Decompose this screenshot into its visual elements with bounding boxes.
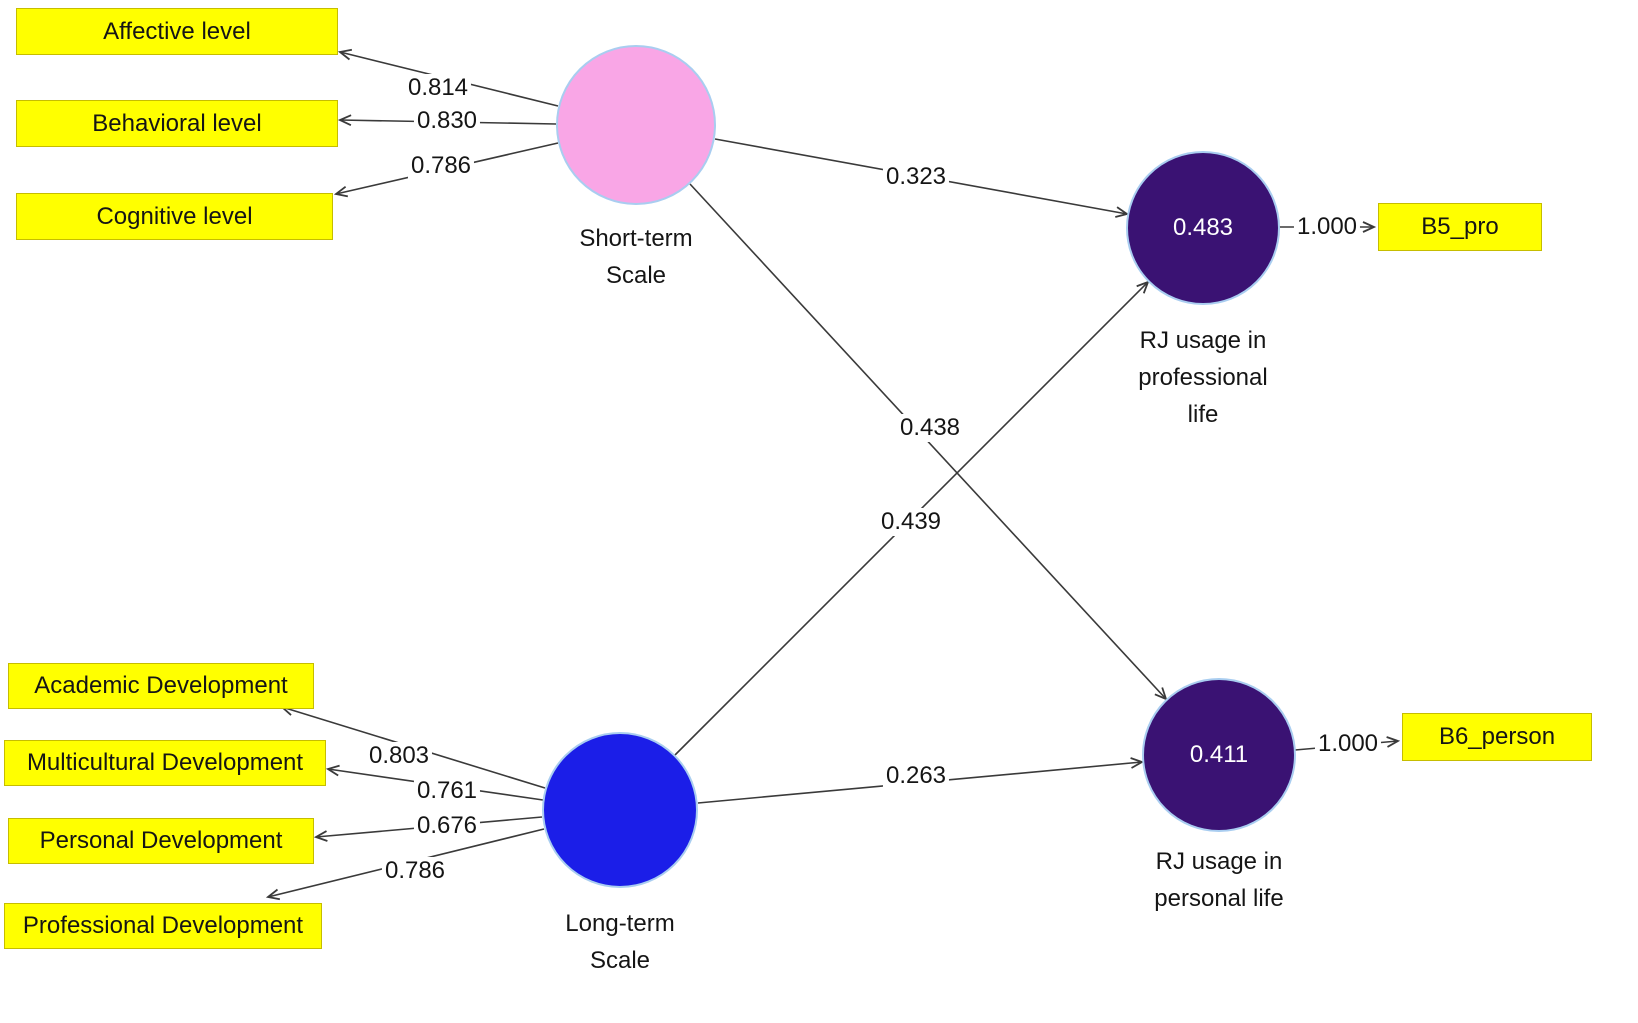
loading-cognitive-value: 0.786 xyxy=(407,152,475,180)
latent-rj-professional-label: RJ usage in professional life xyxy=(1138,327,1268,429)
indicator-personal-development: Personal Development xyxy=(8,818,314,864)
path-short-to-professional-value: 0.323 xyxy=(882,163,950,191)
r-squared-rj-personal: 0.411 xyxy=(1189,741,1249,768)
path-short-to-personal-value: 0.438 xyxy=(896,414,964,442)
loading-b6-person-value: 1.000 xyxy=(1314,730,1382,758)
indicator-b6-person: B6_person xyxy=(1402,713,1592,761)
latent-long-term-label: Long-term Scale xyxy=(565,910,675,975)
latent-short-term-label: Short-term Scale xyxy=(579,225,693,290)
latent-rj-personal-circle: 0.411 xyxy=(1142,678,1296,832)
indicator-multicultural-development: Multicultural Development xyxy=(4,740,326,786)
path-long-to-professional-value: 0.439 xyxy=(877,508,945,536)
latent-long-term-circle xyxy=(542,732,698,888)
indicator-b5-pro: B5_pro xyxy=(1378,203,1542,251)
indicator-affective-level: Affective level xyxy=(16,8,338,55)
indicator-professional-development: Professional Development xyxy=(4,903,322,949)
latent-short-term-circle xyxy=(556,45,716,205)
latent-rj-professional-circle: 0.483 xyxy=(1126,151,1280,305)
loading-behavioral-value: 0.830 xyxy=(413,107,481,135)
loading-affective-value: 0.814 xyxy=(404,74,472,102)
indicator-behavioral-level: Behavioral level xyxy=(16,100,338,147)
path-long-to-personal-value: 0.263 xyxy=(882,762,950,790)
indicator-cognitive-level: Cognitive level xyxy=(16,193,333,240)
loading-personal-value: 0.676 xyxy=(413,812,481,840)
loading-multicultural-value: 0.761 xyxy=(413,777,481,805)
indicator-academic-development: Academic Development xyxy=(8,663,314,709)
loading-b5-pro-value: 1.000 xyxy=(1293,213,1361,241)
latent-rj-personal-label: RJ usage in personal life xyxy=(1154,848,1284,913)
loading-academic-value: 0.803 xyxy=(365,742,433,770)
r-squared-rj-professional: 0.483 xyxy=(1172,214,1234,241)
loading-professional-value: 0.786 xyxy=(381,857,449,885)
